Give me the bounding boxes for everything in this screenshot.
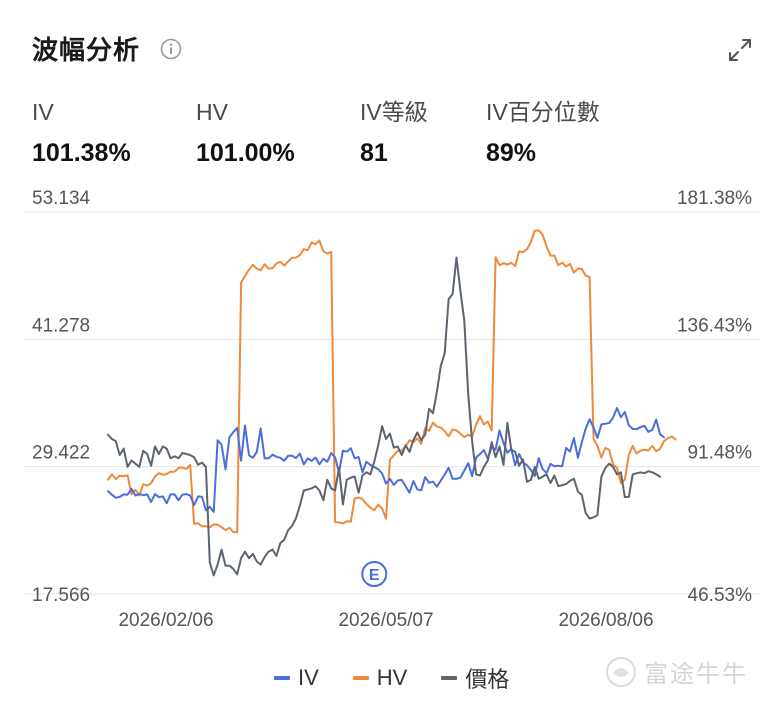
x-axis-tick-label: 2026/02/06 xyxy=(118,610,213,631)
stat-iv-value: 101.38% xyxy=(32,139,131,167)
stat-iv-label: IV xyxy=(32,99,54,125)
legend-label-hv: HV xyxy=(376,665,408,690)
watermark: 富途牛牛 xyxy=(604,654,748,689)
legend-item-hv[interactable]: HV xyxy=(352,665,408,691)
x-axis-tick-label: 2026/05/07 xyxy=(338,610,433,631)
earnings-marker-circle[interactable] xyxy=(361,561,388,587)
stat-hv-value: 101.00% xyxy=(196,139,295,167)
earnings-marker-label: E xyxy=(369,567,380,584)
legend-label-iv: IV xyxy=(298,665,319,690)
x-axis-tick-label: 2026/08/06 xyxy=(558,610,653,631)
right-axis-tick-label: 46.53% xyxy=(688,585,753,606)
info-icon[interactable] xyxy=(160,38,182,60)
stat-iv-rank-label: IV等級 xyxy=(360,99,428,125)
legend-swatch-hv xyxy=(352,676,369,680)
stat-iv: IV 101.38% xyxy=(32,98,131,168)
watermark-text: 富途牛牛 xyxy=(644,661,748,688)
expand-icon[interactable] xyxy=(726,36,754,64)
stat-iv-percentile-value: 89% xyxy=(486,139,537,167)
legend-swatch-iv xyxy=(274,676,290,680)
stat-iv-percentile: IV百分位數 89% xyxy=(486,98,600,168)
legend-item-price[interactable]: 價格 xyxy=(441,662,509,694)
left-axis-tick-label: 53.134 xyxy=(32,188,91,209)
price-series-line xyxy=(107,256,662,577)
right-axis-tick-label: 91.48% xyxy=(688,443,753,464)
stat-hv-label: HV xyxy=(196,99,228,125)
left-axis-tick-label: 17.566 xyxy=(32,585,90,606)
stat-iv-rank-value: 81 xyxy=(360,139,388,167)
legend-item-iv[interactable]: IV xyxy=(274,665,319,691)
chart-legend: IV HV 價格 xyxy=(274,662,543,694)
stat-hv: HV 101.00% xyxy=(196,98,295,168)
right-axis-tick-label: 136.43% xyxy=(677,315,752,336)
legend-swatch-price xyxy=(441,676,458,680)
stat-iv-percentile-label: IV百分位數 xyxy=(486,99,600,125)
left-axis-tick-label: 41.278 xyxy=(32,315,90,336)
card-title: 波幅分析 xyxy=(32,35,141,65)
legend-label-price: 價格 xyxy=(465,667,510,692)
iv-series-line xyxy=(107,407,665,513)
stat-iv-rank: IV等級 81 xyxy=(360,98,428,168)
futu-logo-icon xyxy=(606,656,636,687)
left-axis-tick-label: 29.422 xyxy=(32,443,90,464)
right-axis-tick-label: 181.38% xyxy=(677,188,752,209)
hv-series-line xyxy=(107,229,677,534)
